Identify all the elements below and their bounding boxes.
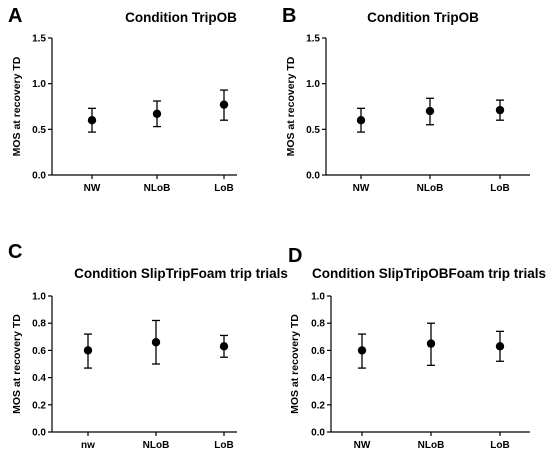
data-point [426,339,436,348]
y-tick-label: 0.2 [311,400,325,411]
y-axis-label: MOS at recovery TD [289,314,301,414]
panel-letter: A [8,5,22,27]
data-point [219,100,229,109]
x-tick-label: nw [81,440,95,451]
x-tick-label: NW [84,183,101,194]
x-tick-label: NLoB [144,183,171,194]
chart-panel-b: B Condition TripOB MOS at recovery TD 0.0 0.… [282,5,530,194]
panel-letter: D [288,245,302,267]
y-tick-label: 0.0 [32,428,46,439]
panel-letter: C [8,241,22,263]
data-point [87,116,97,125]
x-tick-label: NLoB [418,440,445,451]
y-axis-label: MOS at recovery TD [11,314,23,414]
chart-panel-a: A Condition TripOB MOS at recovery TD 0.0 0.… [8,5,237,194]
y-tick-label: 0.4 [311,373,325,384]
x-tick-label: LoB [490,183,509,194]
y-tick-label: 0.4 [32,373,46,384]
y-tick-label: 0.6 [32,346,46,357]
x-tick-label: LoB [490,440,509,451]
y-tick-label: 1.0 [32,79,46,90]
data-point [83,346,93,355]
data-point [151,338,161,347]
data-point [152,109,162,119]
data-point [357,346,367,355]
data-point [219,342,229,351]
data-point [356,116,366,125]
y-tick-label: 1.0 [32,292,46,303]
panel-letter: B [282,5,296,27]
chart-panel-c: C Condition SlipTripFoam trip trials MOS a… [8,241,288,451]
y-axis-label: MOS at recovery TD [11,56,23,156]
chart-title: Condition SlipTripOBFoam trip trials [312,266,546,281]
x-tick-label: NLoB [143,440,170,451]
y-tick-label: 0.2 [32,400,46,411]
y-tick-label: 0.6 [311,346,325,357]
y-tick-label: 0.0 [311,428,325,439]
y-tick-label: 0.8 [32,319,46,330]
y-axis-label: MOS at recovery TD [285,56,297,156]
x-tick-label: LoB [214,183,233,194]
data-point [495,105,505,115]
chart-title: Condition SlipTripFoam trip trials [74,266,288,281]
x-tick-label: NW [354,440,371,451]
y-tick-label: 0.5 [32,125,46,136]
data-point [495,342,505,351]
y-tick-label: 1.5 [306,34,320,45]
y-tick-label: 1.0 [306,79,320,90]
y-tick-label: 0.8 [311,319,325,330]
data-point [425,106,435,116]
y-tick-label: 0.0 [306,171,320,182]
chart-title: Condition TripOB [367,10,479,25]
y-tick-label: 0.0 [32,171,46,182]
x-tick-label: NW [353,183,370,194]
x-tick-label: LoB [214,440,233,451]
y-tick-label: 0.5 [306,125,320,136]
chart-title: Condition TripOB [125,10,237,25]
x-tick-label: NLoB [417,183,444,194]
chart-panel-d: D Condition SlipTripOBFoam trip trials MOS… [288,245,546,451]
y-tick-label: 1.0 [311,292,325,303]
y-tick-label: 1.5 [32,34,46,45]
